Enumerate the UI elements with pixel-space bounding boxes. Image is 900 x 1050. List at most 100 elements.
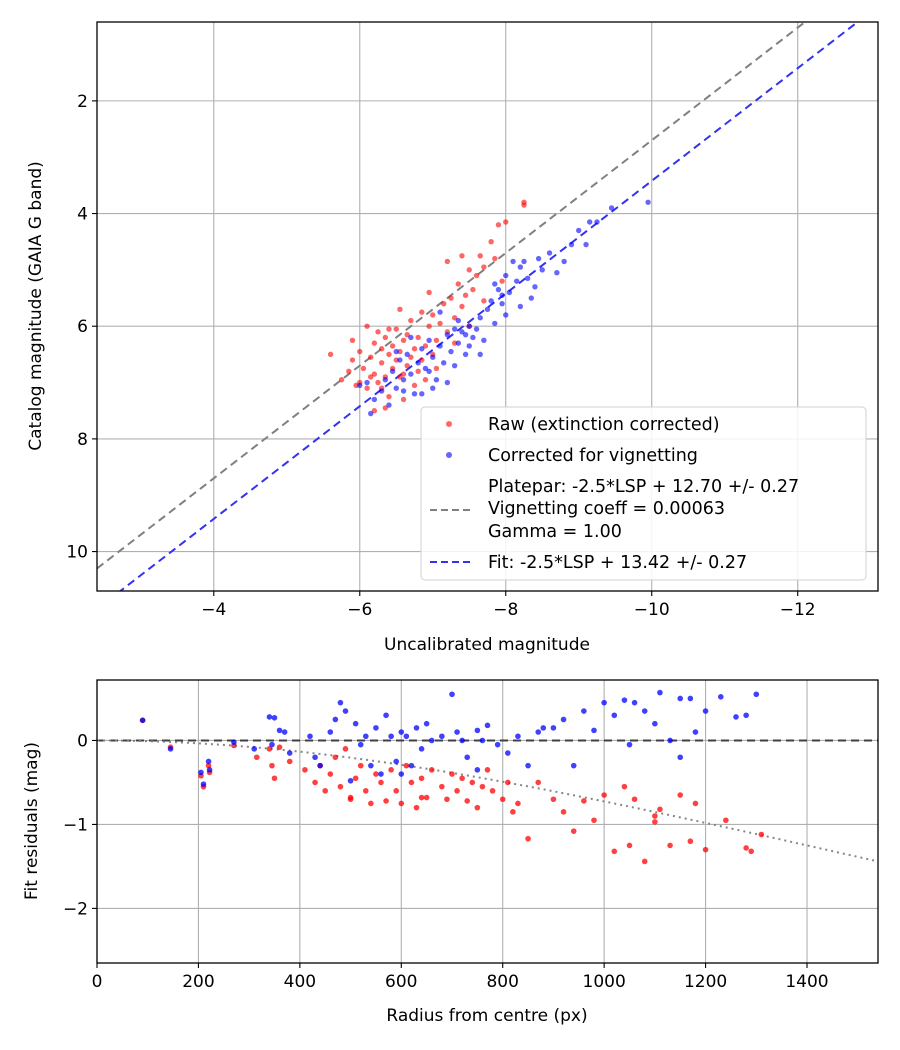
bottom-point-series-0	[525, 835, 531, 842]
bottom-y-tick-label: −2	[63, 899, 88, 919]
top-point-series-0	[378, 360, 385, 366]
bottom-x-axis-label: Radius from centre (px)	[386, 1006, 587, 1026]
bottom-chart: 0 200 400 600 800 1000 1200 1400 0 −1 −2 Radius fr…	[22, 679, 879, 1026]
bottom-point-series-1	[271, 714, 278, 721]
bottom-point-series-1	[753, 691, 760, 698]
bottom-point-series-1	[667, 737, 673, 744]
top-point-series-1	[532, 284, 538, 290]
bottom-point-series-0	[362, 788, 369, 794]
top-point-series-0	[400, 371, 407, 377]
top-point-series-1	[488, 298, 494, 304]
bottom-point-series-0	[271, 775, 278, 782]
bottom-point-series-1	[641, 708, 648, 714]
top-point-series-1	[444, 379, 451, 386]
top-point-series-1	[397, 357, 403, 363]
top-point-series-1	[448, 348, 454, 355]
top-y-tick-label: 6	[77, 317, 88, 337]
top-point-series-0	[473, 272, 480, 279]
legend-label-corrected: Corrected for vignetting	[488, 446, 698, 466]
bottom-point-series-1	[535, 729, 542, 735]
top-point-series-0	[430, 312, 436, 318]
top-point-series-0	[349, 337, 356, 344]
bottom-point-series-1	[717, 693, 724, 700]
top-point-series-0	[451, 315, 458, 321]
bottom-point-series-0	[418, 775, 425, 782]
bottom-point-series-1	[388, 733, 394, 740]
bottom-point-series-1	[317, 762, 323, 769]
top-point-series-1	[408, 371, 414, 377]
bottom-x-tick-label: 600	[385, 972, 417, 992]
top-point-series-1	[419, 391, 425, 397]
bottom-point-series-1	[347, 777, 354, 784]
bottom-point-series-1	[601, 699, 607, 706]
bottom-point-series-0	[535, 779, 542, 786]
bottom-point-series-0	[631, 796, 638, 803]
top-point-series-0	[364, 385, 370, 391]
top-point-series-1	[645, 199, 651, 205]
bottom-point-series-0	[312, 779, 318, 786]
top-scatter-points	[327, 199, 651, 417]
bottom-point-series-0	[748, 848, 755, 855]
bottom-point-series-0	[322, 788, 329, 794]
bottom-point-series-1	[560, 716, 567, 723]
legend-marker-corrected	[446, 452, 452, 458]
bottom-point-series-0	[560, 809, 567, 815]
bottom-point-series-0	[388, 767, 394, 773]
bottom-point-series-1	[332, 716, 339, 723]
top-y-tick-label: 8	[77, 430, 88, 450]
bottom-point-series-1	[266, 714, 273, 720]
bottom-point-series-1	[423, 720, 430, 727]
bottom-point-series-0	[444, 796, 450, 803]
bottom-point-series-1	[677, 754, 684, 761]
top-point-series-1	[594, 219, 600, 225]
top-point-series-0	[433, 337, 440, 344]
bottom-point-series-0	[418, 794, 425, 801]
top-point-series-0	[499, 278, 505, 284]
top-point-series-1	[393, 348, 399, 355]
top-point-series-0	[495, 222, 502, 228]
bottom-point-series-0	[484, 767, 491, 773]
bottom-point-series-1	[540, 725, 547, 731]
bottom-point-series-0	[342, 746, 349, 752]
top-y-tick-label: 10	[66, 543, 88, 563]
top-point-series-0	[426, 323, 432, 329]
top-point-series-0	[411, 346, 418, 352]
bottom-point-series-0	[276, 744, 283, 750]
bottom-y-tick-label: 0	[77, 731, 88, 751]
bottom-point-series-0	[499, 796, 506, 803]
top-point-series-1	[608, 205, 615, 211]
top-point-series-1	[404, 351, 410, 358]
top-point-series-1	[430, 354, 436, 360]
top-point-series-1	[415, 360, 421, 366]
top-point-series-0	[371, 408, 378, 414]
bottom-point-series-1	[581, 708, 587, 714]
top-point-series-1	[503, 272, 509, 279]
bottom-point-series-1	[459, 737, 465, 744]
top-point-series-0	[378, 346, 385, 352]
top-point-series-1	[437, 309, 443, 315]
top-ticks: −4 −6 −8 −10 −12 2 4 6 8 10	[66, 92, 815, 620]
top-point-series-0	[408, 317, 414, 324]
top-point-series-1	[357, 382, 363, 389]
bottom-point-series-1	[373, 725, 379, 731]
top-point-series-1	[517, 303, 524, 310]
bottom-point-series-0	[677, 792, 684, 798]
top-point-series-0	[422, 343, 429, 349]
top-point-series-0	[386, 393, 392, 400]
bottom-point-series-1	[342, 708, 349, 714]
top-point-series-0	[400, 396, 407, 403]
bottom-point-series-1	[413, 725, 420, 731]
top-x-tick-label: −4	[201, 600, 226, 620]
top-line-series-2	[97, 22, 807, 570]
top-point-series-0	[503, 219, 509, 225]
top-point-series-0	[400, 337, 407, 344]
top-point-series-0	[386, 351, 392, 358]
top-point-series-1	[568, 241, 575, 248]
bottom-point-series-1	[550, 725, 557, 731]
top-point-series-0	[455, 281, 462, 287]
bottom-point-series-0	[510, 809, 516, 815]
top-point-series-1	[411, 391, 418, 397]
bottom-point-series-0	[454, 788, 460, 794]
top-point-series-0	[368, 354, 374, 360]
bottom-point-series-1	[281, 729, 288, 735]
